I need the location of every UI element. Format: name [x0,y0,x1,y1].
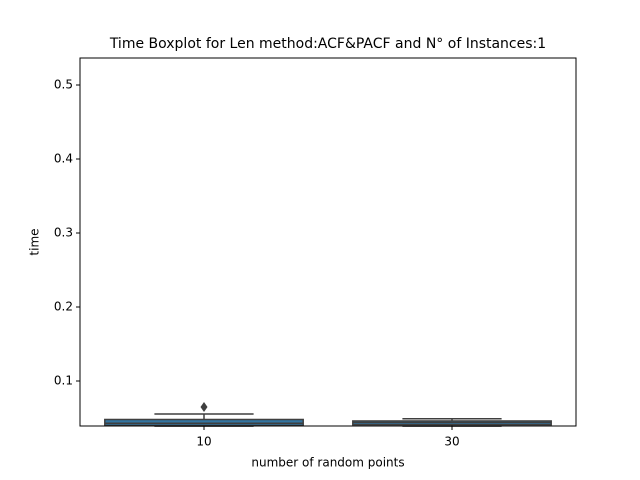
y-tick-label: 0.4 [54,152,73,166]
x-tick-label: 10 [196,435,211,449]
x-tick-label: 30 [444,435,459,449]
y-tick-label: 0.2 [54,300,73,314]
y-tick-label: 0.1 [54,374,73,388]
plot-frame [79,57,577,427]
outlier [200,401,208,412]
y-tick-label: 0.3 [54,226,73,240]
x-axis-label: number of random points [251,456,404,470]
y-axis-label: time [28,228,42,255]
y-tick-label: 0.5 [54,78,73,92]
chart-title: Time Boxplot for Len method:ACF&PACF and… [109,36,546,52]
